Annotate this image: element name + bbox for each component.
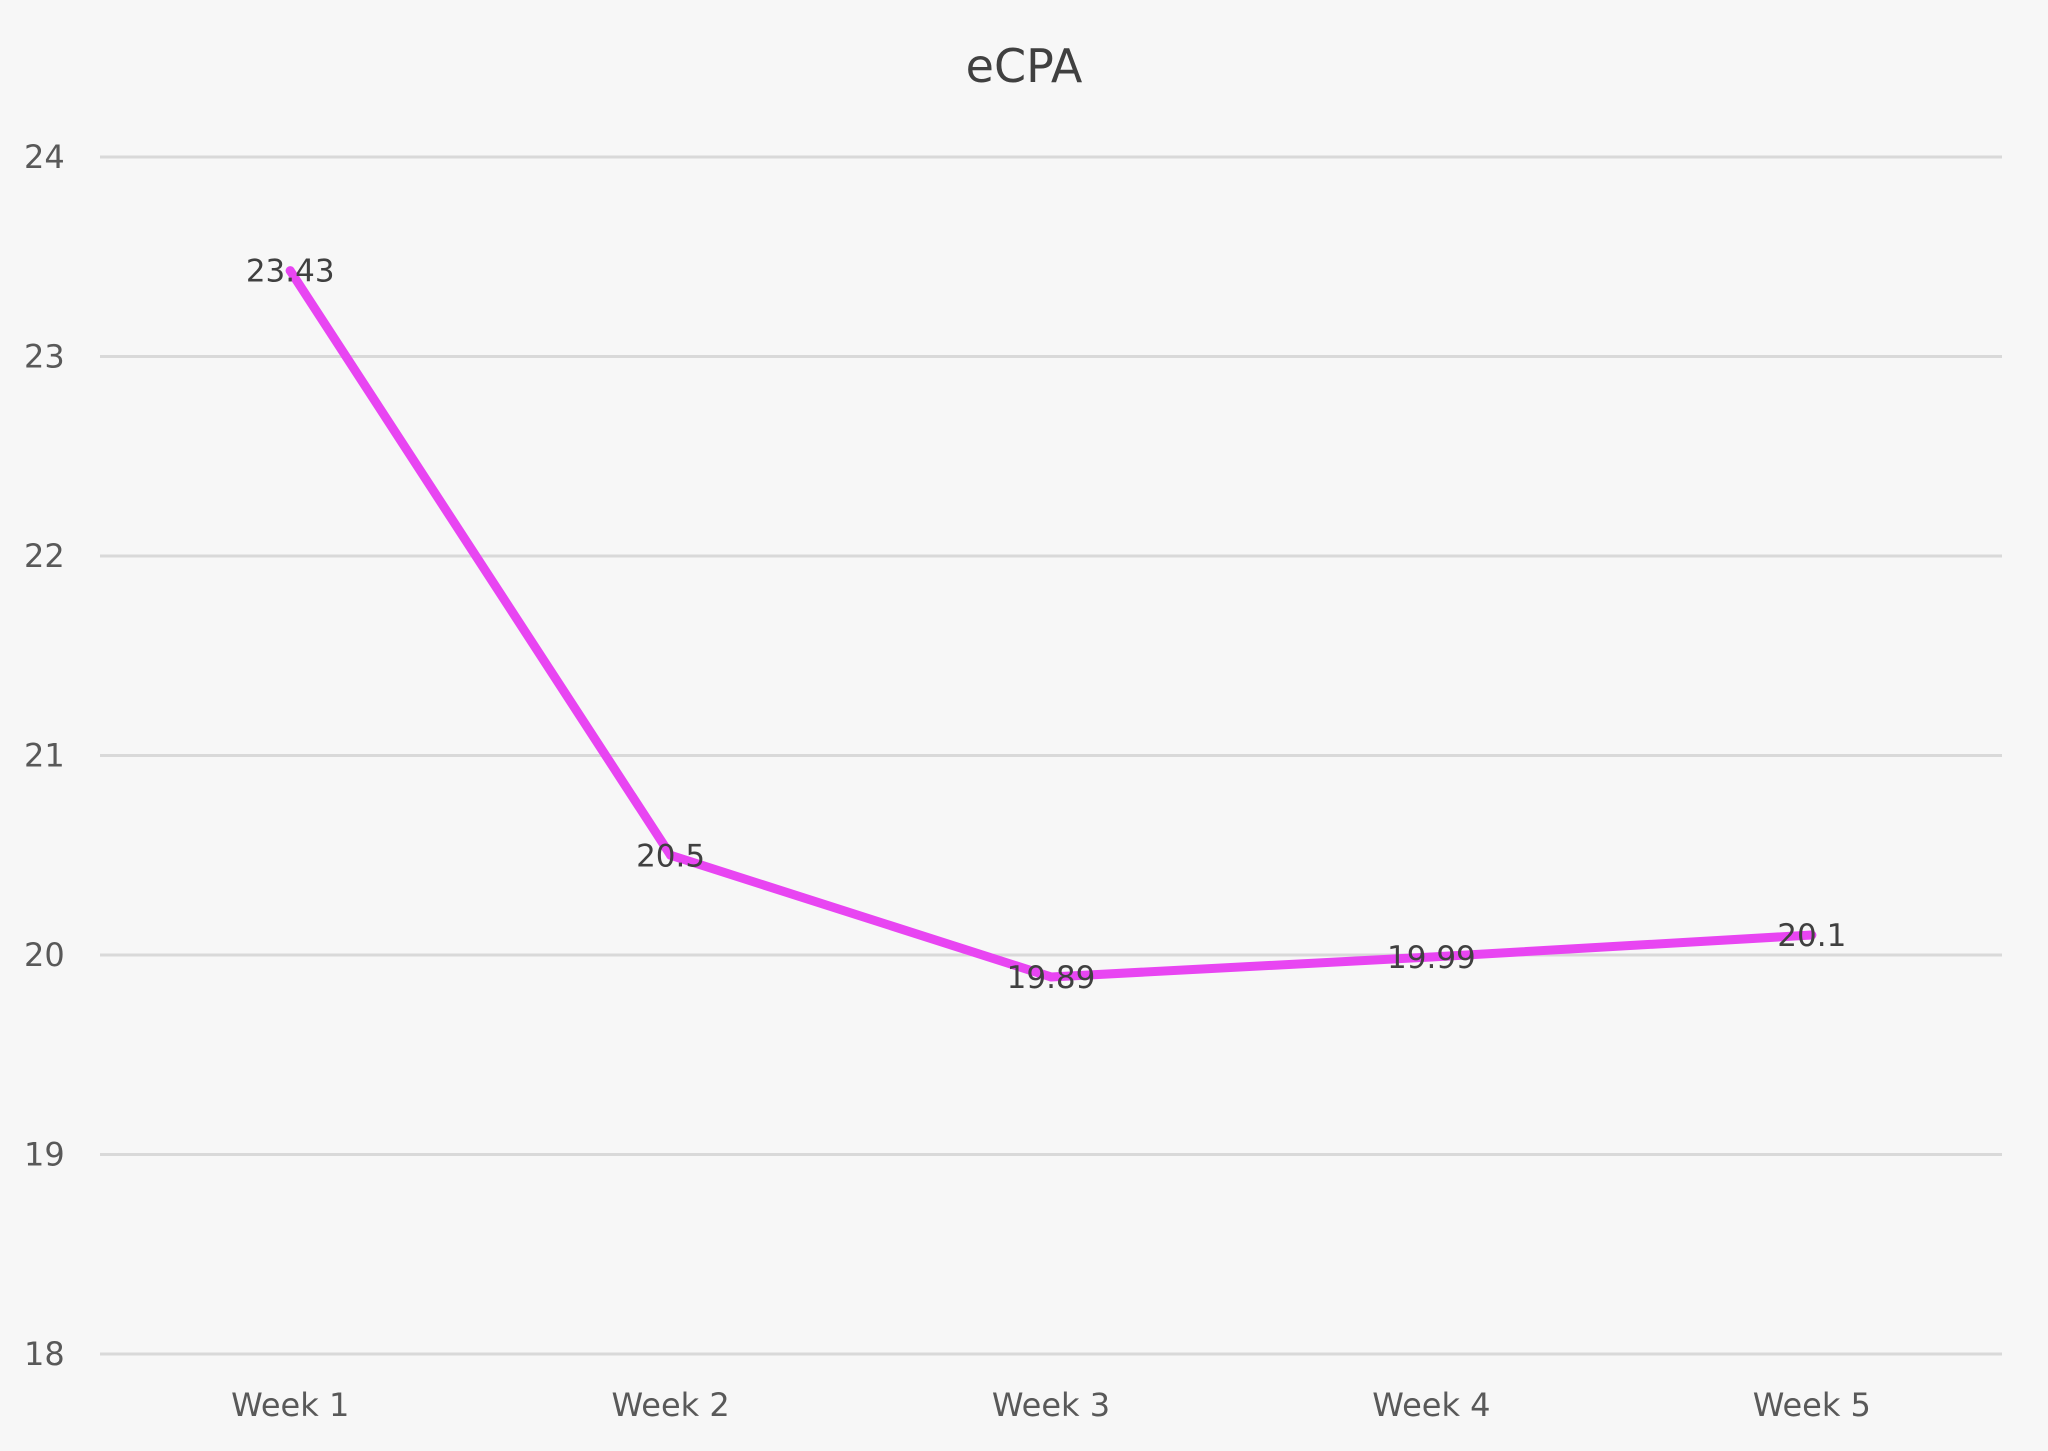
data-point bbox=[666, 850, 676, 860]
x-tick-label: Week 1 bbox=[231, 1386, 349, 1424]
data-label: 20.1 bbox=[1777, 918, 1846, 954]
data-point bbox=[285, 266, 295, 276]
data-label: 20.5 bbox=[636, 838, 705, 874]
x-tick-label: Week 4 bbox=[1372, 1386, 1490, 1424]
data-labels: 23.43 20.5 19.89 19.99 20.1 bbox=[246, 254, 1846, 996]
chart-title: eCPA bbox=[966, 39, 1083, 93]
data-point bbox=[1426, 952, 1436, 962]
gridlines bbox=[100, 155, 2002, 1356]
series-line bbox=[285, 266, 1817, 982]
series-layer bbox=[285, 266, 1817, 982]
y-tick-label: 21 bbox=[24, 737, 65, 775]
x-tick-label: Week 3 bbox=[992, 1386, 1110, 1424]
y-tick-label: 22 bbox=[24, 537, 65, 575]
data-label: 19.99 bbox=[1387, 940, 1476, 976]
y-tick-label: 20 bbox=[24, 936, 65, 974]
y-tick-label: 18 bbox=[24, 1335, 65, 1373]
x-axis-tick-labels: Week 1 Week 2 Week 3 Week 4 Week 5 bbox=[231, 1386, 1871, 1424]
x-tick-label: Week 5 bbox=[1753, 1386, 1871, 1424]
y-axis-tick-labels: 18 19 20 21 22 23 24 bbox=[24, 138, 65, 1373]
data-label: 23.43 bbox=[246, 254, 335, 290]
x-tick-label: Week 2 bbox=[611, 1386, 729, 1424]
data-point bbox=[1046, 972, 1056, 982]
y-tick-label: 24 bbox=[24, 138, 65, 176]
y-tick-label: 19 bbox=[24, 1136, 65, 1174]
y-tick-label: 23 bbox=[24, 338, 65, 376]
data-point bbox=[1807, 930, 1817, 940]
data-label: 19.89 bbox=[1007, 960, 1096, 996]
